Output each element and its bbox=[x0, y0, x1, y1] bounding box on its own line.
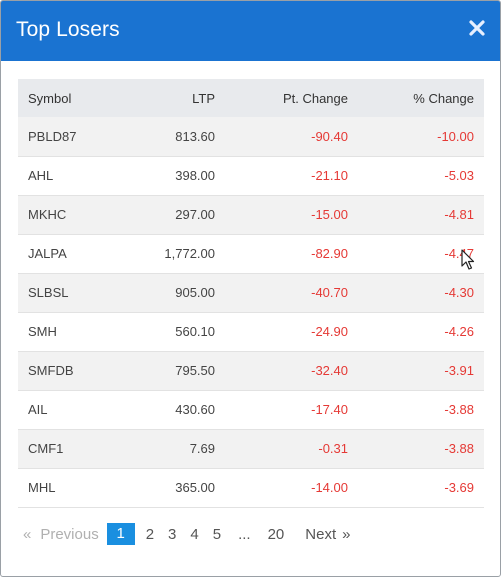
symbol-cell[interactable]: MHL bbox=[28, 480, 56, 495]
pt-change-cell: -15.00 bbox=[311, 207, 348, 222]
table-row[interactable]: JALPA 1,772.00 -82.90 -4.47 bbox=[18, 234, 484, 273]
pct-change-cell: -3.88 bbox=[444, 441, 474, 456]
table-row[interactable]: MKHC 297.00 -15.00 -4.81 bbox=[18, 195, 484, 234]
ltp-cell: 795.50 bbox=[175, 363, 215, 378]
ltp-cell: 813.60 bbox=[175, 128, 215, 144]
table-row[interactable]: AIL 430.60 -17.40 -3.88 bbox=[18, 390, 484, 429]
table-row[interactable]: SLBSL 905.00 -40.70 -4.30 bbox=[18, 273, 484, 312]
header-ltp[interactable]: LTP bbox=[192, 90, 215, 106]
page-3-button[interactable]: 3 bbox=[168, 525, 177, 543]
page-5-button[interactable]: 5 bbox=[212, 525, 222, 543]
modal-header: Top Losers bbox=[1, 1, 500, 61]
table-row[interactable]: SMH 560.10 -24.90 -4.26 bbox=[18, 312, 484, 351]
close-icon[interactable] bbox=[468, 19, 486, 37]
table-row[interactable]: CMF1 7.69 -0.31 -3.88 bbox=[18, 429, 484, 468]
previous-button[interactable]: Previous bbox=[40, 525, 99, 543]
pct-change-cell: -4.81 bbox=[444, 207, 474, 222]
page-20-button[interactable]: 20 bbox=[267, 525, 285, 543]
pct-change-cell: -3.69 bbox=[444, 480, 474, 495]
pt-change-cell: -24.90 bbox=[311, 324, 348, 339]
symbol-cell[interactable]: SMFDB bbox=[28, 363, 74, 378]
pct-change-cell: -4.26 bbox=[444, 324, 474, 339]
losers-table: Symbol LTP Pt. Change % Change PBLD87 813… bbox=[18, 79, 484, 508]
ltp-cell: 7.69 bbox=[189, 441, 215, 456]
pct-change-cell: -4.30 bbox=[444, 285, 474, 300]
pt-change-cell: -0.31 bbox=[318, 441, 348, 456]
ltp-cell: 1,772.00 bbox=[164, 246, 215, 261]
next-button[interactable]: Next bbox=[305, 525, 337, 543]
symbol-cell[interactable]: JALPA bbox=[28, 246, 67, 261]
symbol-cell[interactable]: AHL bbox=[28, 168, 54, 183]
symbol-cell[interactable]: PBLD87 bbox=[28, 128, 77, 144]
ltp-cell: 560.10 bbox=[175, 324, 215, 339]
pt-change-cell: -17.40 bbox=[311, 402, 348, 417]
header-symbol[interactable]: Symbol bbox=[28, 90, 72, 106]
ltp-cell: 297.00 bbox=[175, 207, 215, 222]
ltp-cell: 905.00 bbox=[175, 285, 215, 300]
ltp-cell: 398.00 bbox=[175, 168, 215, 183]
table-row[interactable]: AHL 398.00 -21.10 -5.03 bbox=[18, 156, 484, 195]
pt-change-cell: -90.40 bbox=[311, 128, 348, 144]
prev-arrow[interactable]: « bbox=[23, 525, 32, 543]
pt-change-cell: -21.10 bbox=[311, 168, 348, 183]
table-row[interactable]: SMFDB 795.50 -32.40 -3.91 bbox=[18, 351, 484, 390]
modal-title: Top Losers bbox=[16, 18, 120, 41]
ltp-cell: 430.60 bbox=[175, 402, 215, 417]
table-header-row: Symbol LTP Pt. Change % Change bbox=[18, 79, 484, 117]
symbol-cell[interactable]: MKHC bbox=[28, 207, 67, 222]
header-pt-change[interactable]: Pt. Change bbox=[282, 90, 348, 106]
table-row[interactable]: MHL 365.00 -14.00 -3.69 bbox=[18, 468, 484, 507]
ltp-cell: 365.00 bbox=[175, 480, 215, 495]
pt-change-cell: -32.40 bbox=[311, 363, 348, 378]
pct-change-cell: -3.88 bbox=[444, 402, 474, 417]
pct-change-cell: -10.00 bbox=[437, 128, 474, 144]
pagination-ellipsis: ... bbox=[238, 525, 251, 543]
page-2-button[interactable]: 2 bbox=[145, 525, 155, 543]
table-row[interactable]: PBLD87 813.60 -90.40 -10.00 bbox=[18, 117, 484, 156]
next-arrow[interactable]: » bbox=[342, 525, 351, 543]
page-1-button[interactable]: 1 bbox=[106, 523, 135, 545]
symbol-cell[interactable]: AIL bbox=[28, 402, 48, 417]
pagination: « Previous 1 2 3 4 5 ... 20 Next » bbox=[23, 523, 350, 545]
mouse-cursor-icon bbox=[461, 249, 475, 271]
pt-change-cell: -82.90 bbox=[311, 246, 348, 261]
pt-change-cell: -40.70 bbox=[311, 285, 348, 300]
header-pct-change[interactable]: % Change bbox=[413, 90, 474, 106]
pt-change-cell: -14.00 bbox=[311, 480, 348, 495]
pct-change-cell: -3.91 bbox=[444, 363, 474, 378]
symbol-cell[interactable]: SLBSL bbox=[28, 285, 69, 300]
symbol-cell[interactable]: SMH bbox=[28, 324, 57, 339]
page-4-button[interactable]: 4 bbox=[190, 525, 199, 543]
symbol-cell[interactable]: CMF1 bbox=[28, 441, 64, 456]
pct-change-cell: -5.03 bbox=[444, 168, 474, 183]
